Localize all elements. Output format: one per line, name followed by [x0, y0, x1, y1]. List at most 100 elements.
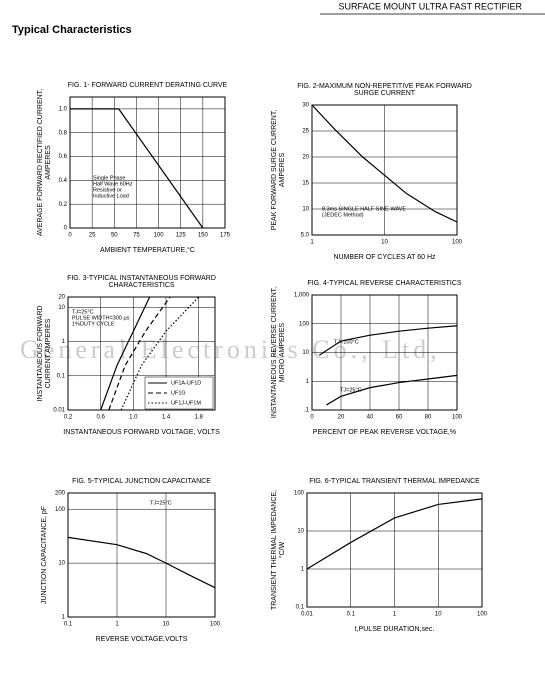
y-tick-label: 1: [306, 379, 310, 385]
y-tick-label: 0.1: [296, 605, 305, 611]
annotation: Half Wave 60Hz: [93, 181, 133, 187]
x-axis-label: t,PULSE DURATION,sec.: [355, 626, 435, 633]
legend-label: UF1G: [171, 390, 186, 396]
y-tick-label: 0.6: [59, 154, 68, 160]
x-tick-label: 75: [133, 233, 140, 239]
y-tick-label: 100: [299, 321, 310, 327]
x-tick-label: 0: [310, 415, 314, 421]
chart-title: FIG. 4-TYPICAL REVERSE CHARACTERISTICS: [307, 280, 461, 287]
x-tick-label: 1: [393, 612, 397, 618]
watermark: General Electronics Co., Ltd,: [20, 335, 441, 364]
x-tick-label: 1.8: [194, 415, 203, 421]
y-tick-label: 15: [302, 181, 309, 187]
x-tick-label: 1: [310, 240, 314, 246]
y-tick-label: 10: [302, 350, 309, 356]
x-tick-label: 100: [452, 415, 463, 421]
y-tick-label: 10: [297, 529, 304, 535]
y-tick-label: 1: [62, 615, 66, 621]
y-tick-label: 0: [64, 226, 68, 232]
chart-title: CHARACTERISTICS: [108, 282, 174, 289]
plot-frame: [69, 96, 226, 229]
x-tick-label: 0.6: [96, 415, 105, 421]
curve: [100, 296, 151, 411]
x-axis-label: REVERSE VOLTAGE,VOLTS: [96, 636, 188, 643]
x-tick-label: 1: [115, 622, 119, 628]
y-tick-label: 1: [62, 339, 66, 345]
y-tick-label: 25: [302, 129, 309, 135]
y-tick-label: 1,000: [294, 293, 310, 299]
y-tick-label: 10: [58, 305, 65, 311]
chart-title: FIG. 5-TYPICAL JUNCTION CAPACITANCE: [72, 478, 211, 485]
annotation: PULSE WIDTH=300 μs: [72, 315, 130, 321]
annotation: 1%DUTY CYCLE: [72, 321, 115, 327]
x-tick-label: 50: [111, 233, 118, 239]
y-tick-label: 200: [55, 491, 66, 497]
y-axis-label: AMPERES: [279, 153, 286, 188]
x-tick-label: 175: [220, 233, 231, 239]
y-tick-label: 0.1: [57, 373, 66, 379]
x-tick-label: 40: [367, 415, 374, 421]
y-axis-label: TRANSIENT THERMAL IMPEDANCE,: [271, 490, 278, 610]
x-tick-label: 125: [176, 233, 187, 239]
x-tick-label: 80: [425, 415, 432, 421]
x-tick-label: 25: [89, 233, 96, 239]
y-tick-label: 0.4: [59, 178, 68, 184]
x-tick-label: 60: [396, 415, 403, 421]
x-tick-label: 20: [338, 415, 345, 421]
y-tick-label: 100: [55, 507, 66, 513]
x-axis-label: NUMBER OF CYCLES AT 60 Hz: [333, 254, 436, 261]
curve: [311, 104, 458, 223]
x-tick-label: 10: [163, 622, 170, 628]
y-tick-label: 30: [302, 103, 309, 109]
x-tick-label: 0.2: [64, 415, 73, 421]
x-axis-label: AMBIENT TEMPERATURE,°C: [100, 246, 195, 254]
y-tick-label: 20: [58, 295, 65, 301]
y-tick-label: 0.01: [53, 408, 65, 414]
plot-frame: [67, 492, 216, 618]
x-tick-label: 1.0: [129, 415, 138, 421]
x-tick-label: 0: [68, 233, 72, 239]
y-tick-label: .1: [304, 408, 310, 414]
x-tick-label: 100: [452, 240, 463, 246]
y-tick-label: 1: [301, 567, 305, 573]
annotation: (JEDEC Method): [322, 212, 364, 218]
x-tick-label: 150: [198, 233, 209, 239]
annotation: Inductive Load: [93, 193, 129, 199]
chart-title: SURGE CURRENT: [354, 90, 416, 97]
y-axis-label: CURRENT,AMPERES: [45, 318, 52, 388]
section-title: Typical Characteristics: [12, 24, 132, 36]
curve: [120, 296, 200, 411]
curve: [306, 498, 483, 570]
x-tick-label: 0.1: [64, 622, 73, 628]
y-axis-label: INSTANTANEOUS FORWARD: [37, 305, 44, 401]
y-axis-label: AMPERES: [45, 145, 52, 180]
y-axis-label: AVERAGE FORWARD RECTIFIED CURRENT,: [37, 89, 44, 236]
x-tick-label: 0.01: [301, 612, 313, 618]
chart-title: FIG. 2-MAXIMUM NON-REPETITIVE PEAK FORWA…: [297, 83, 472, 90]
header: SURFACE MOUNT ULTRA FAST RECTIFIER: [338, 1, 522, 11]
x-tick-label: 100: [154, 233, 165, 239]
x-tick-label: 0.1: [347, 612, 356, 618]
annotation: TJ=25°C: [150, 500, 172, 506]
y-tick-label: 0.8: [59, 130, 68, 136]
y-tick-label: 100: [294, 491, 305, 497]
legend-label: UF1J-UF1M: [171, 400, 201, 406]
y-axis-label: INSTANTANEOUS REVERSE CURRENT,: [271, 287, 278, 418]
x-axis-label: INSTANTANEOUS FORWARD VOLTAGE, VOLTS: [63, 429, 220, 436]
y-tick-label: 20: [302, 155, 309, 161]
x-tick-label: 1.4: [162, 415, 171, 421]
annotation: 8.3ms SINGLE HALF SINE-WAVE: [322, 206, 406, 212]
curve: [70, 108, 204, 229]
y-tick-label: 0.2: [59, 202, 68, 208]
y-tick-label: 10: [58, 561, 65, 567]
curve: [108, 296, 171, 411]
curve: [318, 325, 458, 356]
annotation: Single Phase: [93, 175, 125, 181]
curve: [326, 374, 458, 406]
x-axis-label: PERCENT OF PEAK REVERSE VOLTAGE,%: [313, 429, 456, 436]
y-axis-label: MICRO AMPERES: [279, 323, 286, 382]
y-tick-label: 1.0: [59, 106, 68, 112]
y-tick-label: 10: [302, 207, 309, 213]
curve: [67, 536, 216, 589]
